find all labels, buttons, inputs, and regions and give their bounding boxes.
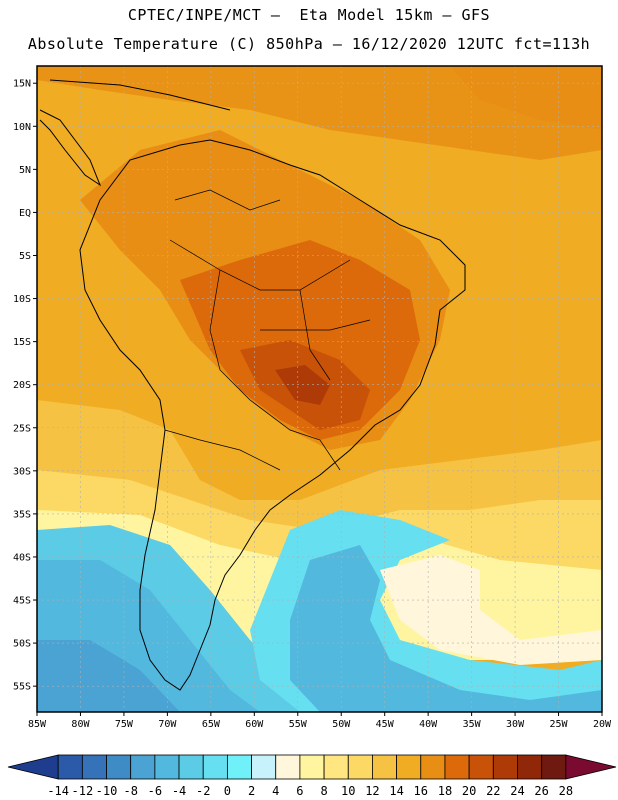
- colorbar-segment: [372, 754, 398, 780]
- colorbar-label: -8: [123, 784, 137, 798]
- lat-label: 30S: [13, 466, 31, 477]
- colorbar-segment: [106, 754, 132, 780]
- colorbar: [7, 754, 617, 780]
- colorbar-label: 22: [486, 784, 500, 798]
- temperature-field: [37, 66, 602, 712]
- lon-label: 20W: [593, 719, 612, 730]
- map-title-line2: Absolute Temperature (C) 850hPa – 16/12/…: [27, 35, 591, 53]
- colorbar-label: 26: [534, 784, 548, 798]
- colorbar-segment: [347, 754, 373, 780]
- lon-label: 65W: [202, 719, 221, 730]
- coastlines: [39, 79, 466, 691]
- lat-label: 10N: [13, 122, 31, 133]
- lon-label: 60W: [245, 719, 264, 730]
- colorbar-label: 0: [224, 784, 231, 798]
- colorbar-label: -14: [47, 784, 69, 798]
- lon-label: 80W: [71, 719, 90, 730]
- colorbar-label: -2: [196, 784, 210, 798]
- colorbar-segment: [396, 754, 422, 780]
- colorbar-label: 2: [248, 784, 255, 798]
- lat-label: 5S: [19, 251, 31, 262]
- lat-label: 40S: [13, 552, 31, 563]
- lat-label: 20S: [13, 380, 31, 391]
- colorbar-segment: [81, 754, 107, 780]
- lon-label: 70W: [158, 719, 177, 730]
- lat-label: 35S: [13, 509, 31, 520]
- central-america-coastline: [39, 109, 102, 187]
- colorbar-label: 12: [365, 784, 379, 798]
- country-borders: [164, 189, 371, 471]
- colorbar-label: -6: [148, 784, 162, 798]
- lat-label: 55S: [13, 682, 31, 693]
- field-2-southeast: [290, 545, 602, 712]
- colorbar-labels: -14 -12 -10 -8 -6 -4 -2 0 2 4 6 8 10 12 14 16 18 20 22 24 26…: [47, 784, 573, 798]
- lon-label: 85W: [28, 719, 47, 730]
- lon-label: 25W: [550, 719, 569, 730]
- lon-label: 50W: [332, 719, 351, 730]
- colorbar-label: 24: [510, 784, 524, 798]
- colorbar-segment: [420, 754, 446, 780]
- field-20-north: [37, 66, 602, 160]
- colorbar-segment: [541, 754, 567, 780]
- colorbar-segment: [275, 754, 301, 780]
- field-20-northeast: [450, 66, 602, 130]
- colorbar-label: 6: [296, 784, 303, 798]
- lon-label: 40W: [419, 719, 438, 730]
- colorbar-label: 18: [438, 784, 452, 798]
- colorbar-label: 10: [341, 784, 355, 798]
- caribbean-coastline: [49, 79, 231, 111]
- colorbar-segment: [130, 754, 156, 780]
- colorbar-label: -12: [72, 784, 94, 798]
- lat-label: 15S: [13, 337, 31, 348]
- colorbar-label: 14: [389, 784, 403, 798]
- lat-label: 50S: [13, 639, 31, 650]
- lat-label: 25S: [13, 423, 31, 434]
- map-grid: [36, 66, 603, 712]
- lat-label: 5N: [19, 165, 31, 176]
- colorbar-segment: [226, 754, 252, 780]
- colorbar-segment: [565, 754, 617, 780]
- colorbar-label: 4: [272, 784, 279, 798]
- latitude-labels: 15N 10N 5N EQ 5S 10S 15S 20S 25S 30S 35S 40S 45S 50S 5…: [13, 79, 37, 693]
- longitude-labels: 85W 80W 75W 70W 65W 60W 55W 50W 45W 40W 35W 30W 25W 2…: [28, 712, 612, 730]
- lon-label: 35W: [463, 719, 482, 730]
- lon-label: 30W: [506, 719, 525, 730]
- field-8-tongue: [380, 555, 602, 665]
- colorbar-segment: [517, 754, 543, 780]
- lat-label: 45S: [13, 596, 31, 607]
- map-title-line1: CPTEC/INPE/MCT – Eta Model 15km – GFS: [127, 6, 491, 24]
- colorbar-segment: [57, 754, 83, 780]
- field-m2-southwest: [37, 640, 180, 712]
- colorbar-label: 8: [320, 784, 327, 798]
- lon-label: 45W: [376, 719, 395, 730]
- colorbar-segment: [251, 754, 277, 780]
- field-26-core: [275, 365, 330, 405]
- lon-label: 55W: [289, 719, 308, 730]
- lat-label: 15N: [13, 79, 31, 90]
- colorbar-label: -10: [96, 784, 118, 798]
- colorbar-segment: [444, 754, 470, 780]
- colorbar-label: -4: [172, 784, 186, 798]
- colorbar-segment: [154, 754, 180, 780]
- colorbar-segment: [492, 754, 518, 780]
- colorbar-label: 16: [414, 784, 428, 798]
- colorbar-segment: [178, 754, 204, 780]
- colorbar-segment: [323, 754, 349, 780]
- lat-label: EQ: [19, 208, 31, 219]
- lat-label: 10S: [13, 294, 31, 305]
- colorbar-label: 28: [559, 784, 573, 798]
- lon-label: 75W: [115, 719, 134, 730]
- colorbar-segment: [299, 754, 325, 780]
- plot-frame: [36, 65, 603, 713]
- colorbar-segment: [202, 754, 228, 780]
- colorbar-segment: [7, 754, 59, 780]
- colorbar-label: 20: [462, 784, 476, 798]
- south-america-coastline: [79, 139, 466, 691]
- colorbar-segment: [468, 754, 494, 780]
